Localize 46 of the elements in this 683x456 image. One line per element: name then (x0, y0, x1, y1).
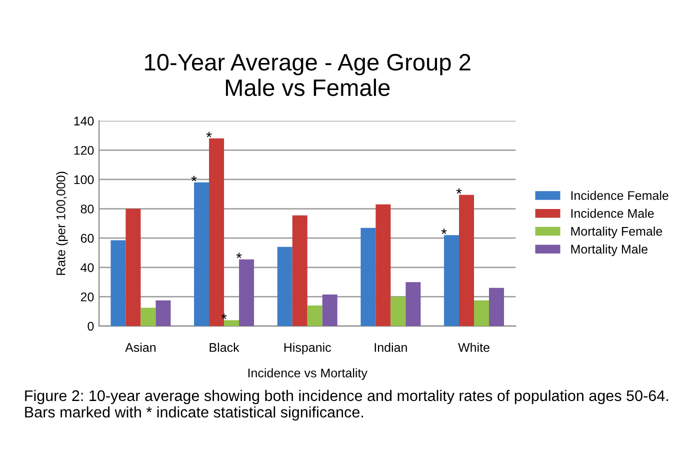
legend-label: Mortality Female (571, 226, 662, 238)
data-label: * (456, 188, 462, 194)
bar (390, 296, 406, 326)
bar (406, 282, 421, 326)
y-axis-title: Rate (per 100,000) (56, 172, 68, 275)
data-label: * (206, 132, 212, 138)
y-tick-label: 120 (74, 146, 94, 155)
bar (489, 288, 504, 326)
bar (444, 235, 460, 326)
x-tick-label: Hispanic (284, 342, 331, 354)
legend-label: Incidence Female (571, 190, 668, 200)
x-tick-label: Asian (125, 342, 156, 352)
bar (140, 308, 156, 326)
bar (360, 228, 376, 326)
y-tick-label: 20 (80, 292, 94, 302)
x-tick-label: Black (210, 342, 240, 352)
caption: Figure 2: 10-year average showing both incidence and mortality rates of population ages 50-64. Bars marked with * indicate statistical significance. (25, 390, 668, 421)
bar (459, 194, 474, 326)
data-label: * (441, 228, 447, 234)
y-tick-label: 60 (80, 234, 94, 243)
data-label: * (236, 252, 242, 258)
y-tick-label: 100 (74, 175, 94, 184)
chart-title: 10-Year Average - Age Group 2 Male vs Female (145, 54, 470, 96)
data-label: * (191, 176, 197, 182)
y-tick-label: 40 (80, 263, 94, 272)
bar (322, 294, 338, 326)
bar (376, 204, 391, 326)
x-axis-title: Incidence vs Mortality (248, 368, 368, 380)
bar (307, 306, 322, 326)
y-tick-label: 140 (74, 116, 94, 126)
bar (474, 300, 489, 326)
bar (292, 215, 308, 326)
data-label: * (221, 314, 227, 319)
legend-label: Mortality Male (571, 244, 648, 256)
y-tick-label: 0 (88, 322, 94, 331)
bar (194, 182, 210, 326)
bar (110, 240, 126, 326)
x-tick-label: Indian (374, 342, 407, 352)
legend-label: Incidence Male (571, 208, 654, 218)
bar (277, 246, 292, 326)
bar (126, 208, 141, 326)
bar (224, 320, 240, 326)
bar (239, 259, 254, 326)
x-tick-label: White (458, 342, 490, 352)
bar (156, 300, 171, 326)
y-tick-label: 80 (80, 204, 94, 214)
